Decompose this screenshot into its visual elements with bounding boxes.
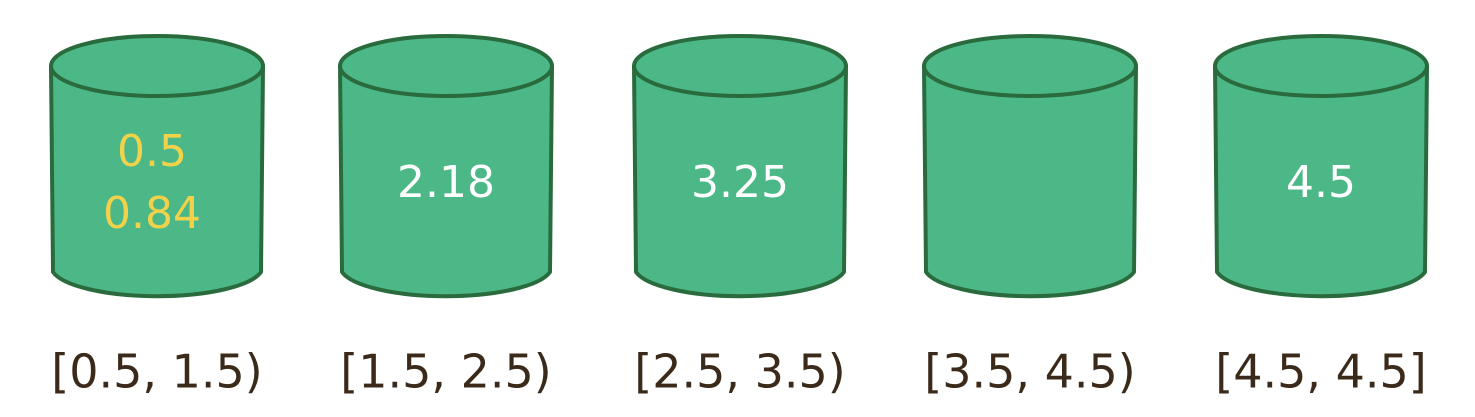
bucket-range-label: [4.5, 4.5] [1215,345,1426,399]
bucket-5: 4.5 [4.5, 4.5] [1213,34,1429,399]
bucket-range-label: [2.5, 3.5) [634,345,845,399]
bucket-2: 2.18 [1.5, 2.5) [338,34,554,399]
bucket-value: 0.84 [103,188,201,239]
bucket-4: [3.5, 4.5) [922,34,1138,399]
bucket-range-label: [3.5, 4.5) [924,345,1135,399]
bucket-body [1213,64,1429,299]
bucket-body [922,64,1138,299]
bucket-top [922,34,1138,98]
bucket-top [338,34,554,98]
bucket-body [338,64,554,299]
bucket-top [49,34,265,98]
bucket-top [1213,34,1429,98]
bucket-body [632,64,848,299]
bucket-body [49,64,265,299]
buckets-layer: 0.5 0.84 [0.5, 1.5) 2.18 [1.5, 2.5) 3.25 [2.5,… [49,34,1429,399]
bucket-range-label: [1.5, 2.5) [340,345,551,399]
bucket-top [632,34,848,98]
bucket-value: 0.5 [117,126,187,177]
bucket-3: 3.25 [2.5, 3.5) [632,34,848,399]
bucket-range-label: [0.5, 1.5) [51,345,262,399]
bucket-value: 4.5 [1286,157,1356,208]
bucket-1: 0.5 0.84 [0.5, 1.5) [49,34,265,399]
bucket-value: 3.25 [691,157,789,208]
bucket-value: 2.18 [397,157,495,208]
